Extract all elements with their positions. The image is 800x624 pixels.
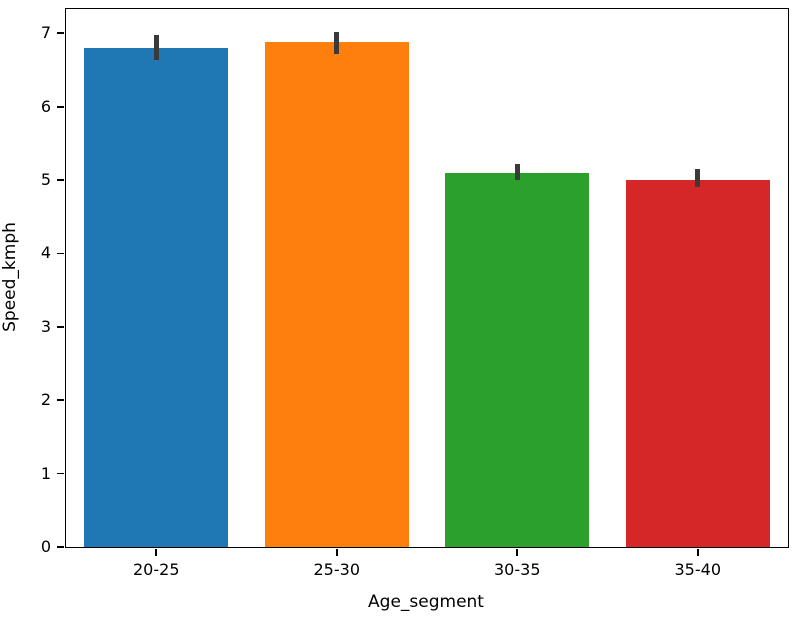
y-tick-label: 6 xyxy=(40,96,51,116)
bar-35-40 xyxy=(625,180,770,547)
y-tick-label: 4 xyxy=(40,243,51,263)
error-bar-35-40 xyxy=(695,169,701,188)
y-tick-label: 0 xyxy=(40,537,51,556)
y-tick-mark xyxy=(57,546,64,548)
x-tick-mark xyxy=(335,549,338,556)
error-bar-30-35 xyxy=(514,163,520,180)
bar-25-30 xyxy=(264,42,409,547)
x-tick-mark xyxy=(155,549,158,556)
bar-30-35 xyxy=(445,172,590,547)
y-tick-mark xyxy=(57,105,64,108)
x-axis-label: Age_segment xyxy=(368,592,484,612)
y-tick-label: 1 xyxy=(40,463,51,483)
y-tick-mark xyxy=(57,399,64,402)
y-tick-label: 2 xyxy=(40,390,51,410)
y-tick-mark xyxy=(57,32,64,35)
x-tick-label-25-30: 25-30 xyxy=(313,560,361,579)
x-tick-label-20-25: 20-25 xyxy=(133,560,180,579)
y-tick-label: 5 xyxy=(40,170,51,189)
x-tick-mark xyxy=(696,549,699,556)
plot-area: 0 1 2 3 4 5 6 7 20-25 25-30 30-35 35-40 xyxy=(41,8,789,579)
x-tick-label-35-40: 35-40 xyxy=(674,560,722,579)
y-tick-mark xyxy=(57,252,64,255)
x-tick-mark xyxy=(516,549,519,556)
y-tick-label: 7 xyxy=(40,23,51,43)
error-bar-25-30 xyxy=(334,31,340,54)
bar-20-25 xyxy=(84,47,229,547)
y-tick-mark xyxy=(57,325,64,328)
y-tick-label: 3 xyxy=(40,316,51,336)
x-tick-label-30-35: 30-35 xyxy=(494,560,541,579)
y-tick-mark xyxy=(57,472,64,475)
y-tick-mark xyxy=(57,179,64,181)
error-bar-20-25 xyxy=(153,35,159,61)
y-axis-label: Speed_kmph xyxy=(0,222,20,332)
